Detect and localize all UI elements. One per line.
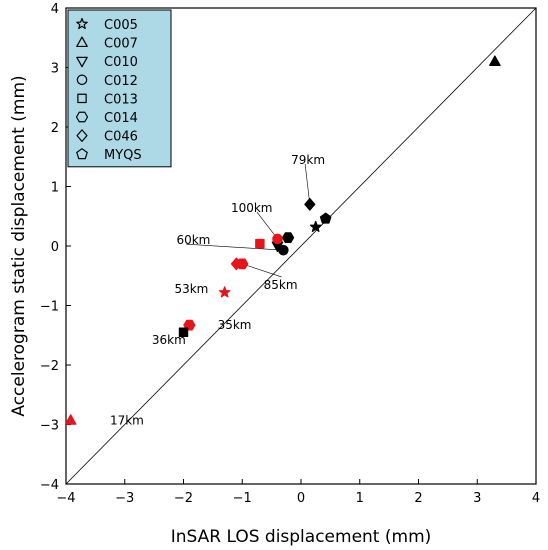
legend-marker-hexagon xyxy=(75,111,89,123)
data-point-hexagon xyxy=(183,319,196,331)
annotation-leader xyxy=(304,163,311,205)
legend-label: C007 xyxy=(104,37,138,52)
data-point-triangle-up xyxy=(489,55,501,66)
legend-marker-diamond xyxy=(76,129,88,142)
y-tick-label: −3 xyxy=(40,419,59,434)
data-point-triangle-up xyxy=(64,414,77,425)
y-tick-label: 3 xyxy=(51,62,59,77)
legend-marker-star xyxy=(76,17,88,30)
legend-marker-pentagon xyxy=(76,148,88,160)
y-tick-label: −2 xyxy=(40,359,59,374)
y-tick-label: 0 xyxy=(51,240,59,255)
x-axis-title: InSAR LOS displacement (mm) xyxy=(171,527,432,547)
annotation-label: 79km xyxy=(291,153,325,167)
data-point-hexagon xyxy=(281,232,295,244)
one-to-one-line xyxy=(65,7,537,485)
annotation-label: 85km xyxy=(264,278,298,292)
data-point-square xyxy=(178,327,189,337)
legend-marker-triangle-up xyxy=(76,36,88,48)
data-point-square xyxy=(255,238,265,249)
data-point-pentagon xyxy=(319,212,332,224)
data-point-circle xyxy=(272,233,283,245)
annotation-label: 60km xyxy=(176,233,210,247)
x-tick-label: 3 xyxy=(473,491,481,506)
legend-label: C013 xyxy=(104,92,138,107)
legend-label: C046 xyxy=(104,130,138,145)
annotation-label: 100km xyxy=(231,201,273,215)
y-tick-label: −1 xyxy=(40,300,59,315)
legend-label: C012 xyxy=(104,74,138,89)
x-tick-label: 4 xyxy=(532,491,540,506)
legend-marker-triangle-down xyxy=(76,56,88,68)
legend-label: C005 xyxy=(104,18,138,33)
y-tick-label: 1 xyxy=(51,181,59,196)
y-axis-title: Accelerogram static displacement (mm) xyxy=(9,75,29,416)
x-tick-label: 0 xyxy=(297,491,305,506)
annotation-label: 53km xyxy=(174,282,208,296)
y-tick-label: 2 xyxy=(51,121,59,136)
annotation-label: 36km xyxy=(152,333,186,347)
legend-label: MYQS xyxy=(104,148,142,163)
data-point-star xyxy=(309,220,322,233)
legend-marker-square xyxy=(77,93,87,104)
legend-box xyxy=(67,9,172,168)
x-tick-label: 2 xyxy=(414,491,422,506)
x-tick-label: −3 xyxy=(115,491,134,506)
legend: C005 C007 C010 C012 C013 C014 C046 MYQS xyxy=(67,9,172,168)
data-point-diamond xyxy=(230,257,242,271)
x-tick-label: −2 xyxy=(174,491,193,506)
x-tick-label: −1 xyxy=(233,491,252,506)
annotation-leader xyxy=(242,263,282,278)
annotation-label: 35km xyxy=(218,318,252,332)
annotation-label: 17km xyxy=(110,413,144,427)
legend-label: C014 xyxy=(104,111,138,126)
annotation-leader xyxy=(186,243,284,251)
y-tick-label: 4 xyxy=(51,2,59,17)
y-tick-label: −4 xyxy=(40,478,59,493)
legend-marker-circle xyxy=(76,74,88,86)
x-tick-label: 1 xyxy=(356,491,364,506)
annotation-leader xyxy=(256,211,278,240)
x-tick-label: −4 xyxy=(56,491,75,506)
data-point-diamond xyxy=(304,197,316,211)
data-point-star xyxy=(218,286,231,298)
legend-label: C010 xyxy=(104,55,138,70)
